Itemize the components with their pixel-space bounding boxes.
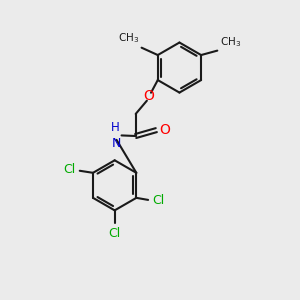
Text: Cl: Cl (152, 194, 165, 207)
Text: CH$_3$: CH$_3$ (118, 32, 139, 45)
Text: Cl: Cl (109, 226, 121, 240)
Text: O: O (143, 89, 155, 103)
Text: H: H (111, 121, 119, 134)
Text: N: N (112, 137, 122, 150)
Text: O: O (159, 123, 170, 137)
Text: CH$_3$: CH$_3$ (220, 35, 241, 49)
Text: Cl: Cl (63, 164, 75, 176)
